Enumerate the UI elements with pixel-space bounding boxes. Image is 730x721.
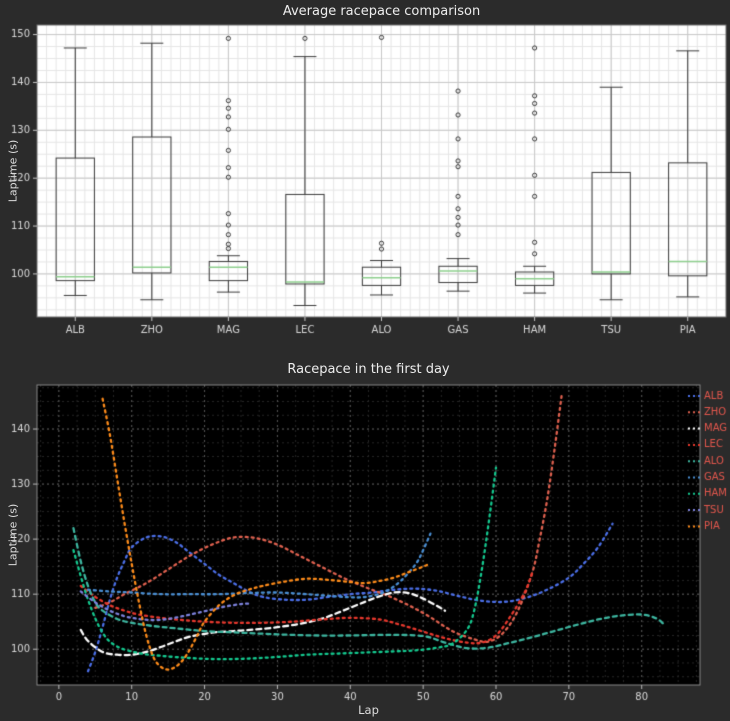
racepace-canvas xyxy=(0,348,730,721)
boxplot-canvas xyxy=(0,0,730,348)
racepace-xlabel: Lap xyxy=(358,703,379,717)
